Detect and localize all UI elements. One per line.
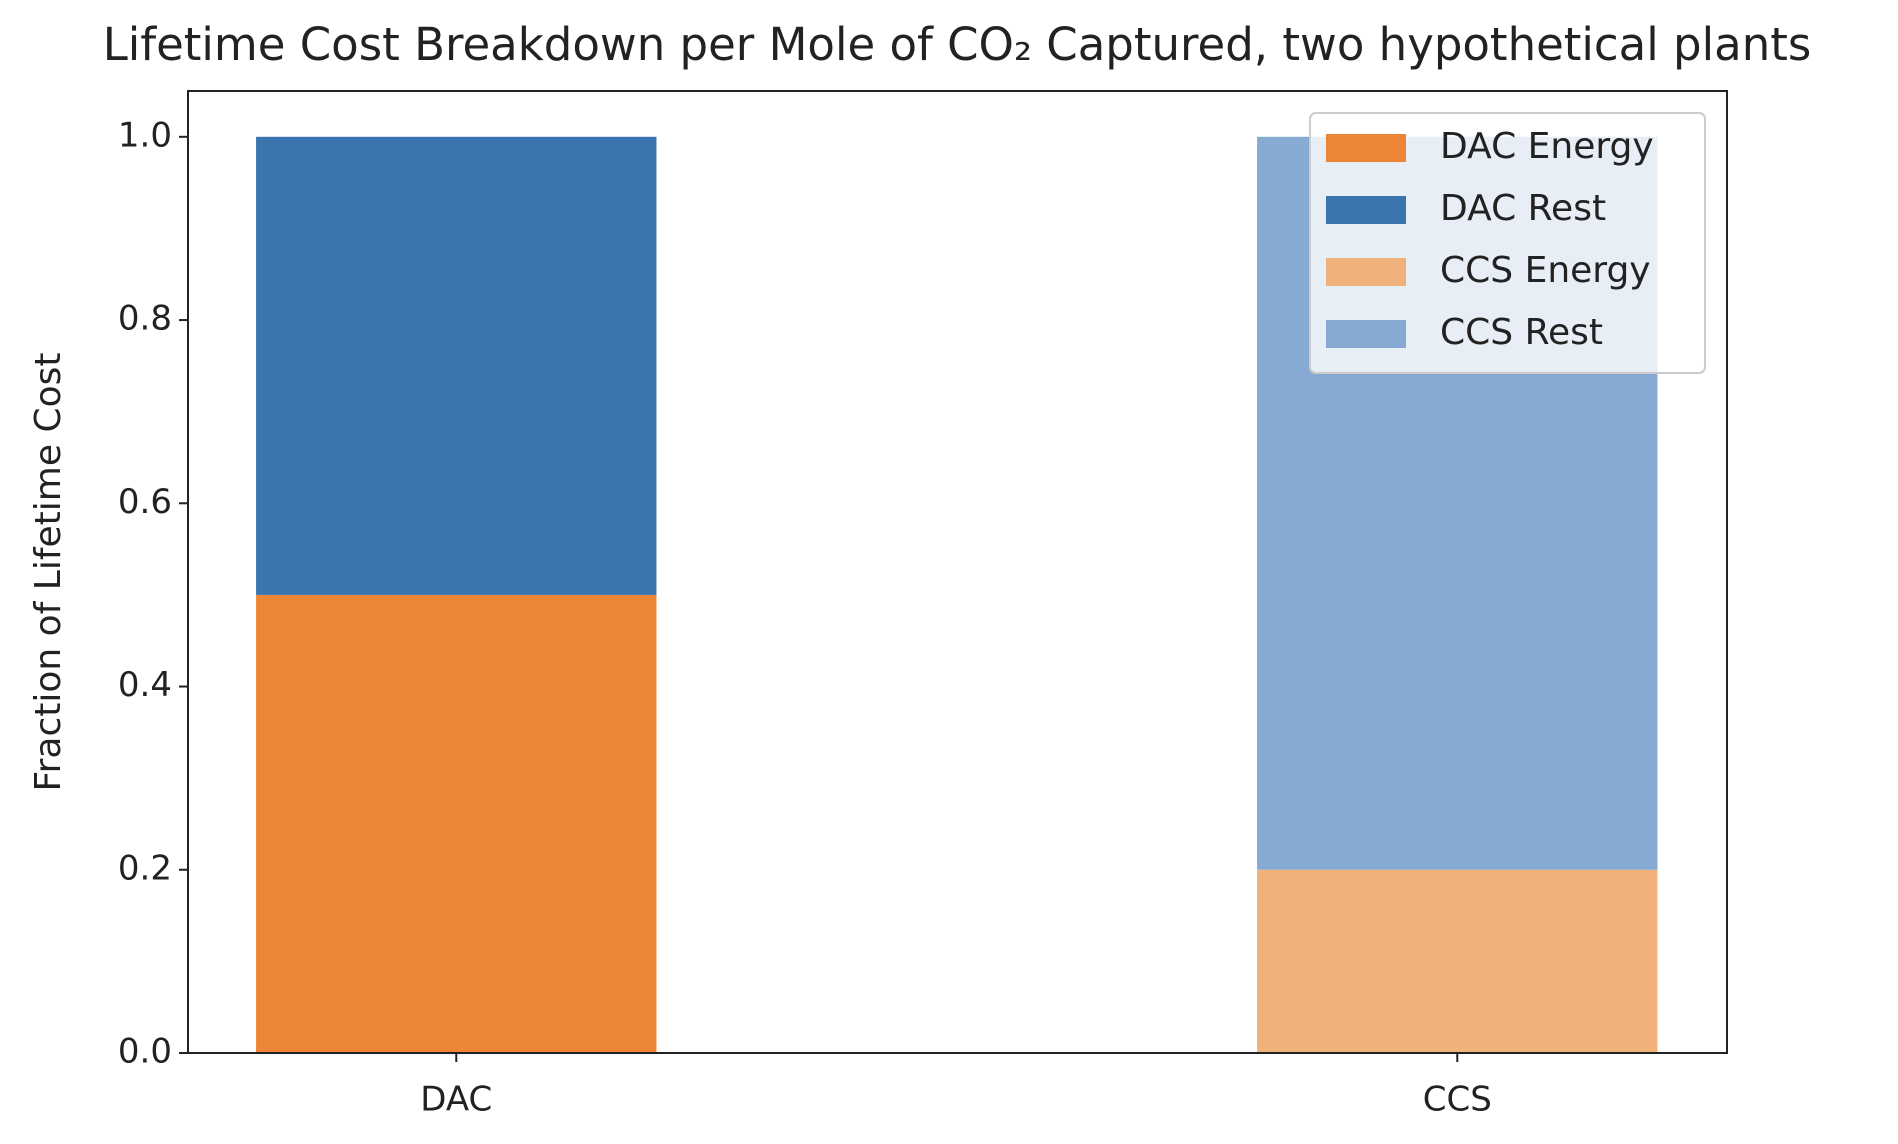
y-tick-label: 1.0 [118, 115, 172, 155]
y-tick-label: 0.0 [118, 1032, 172, 1072]
legend-label: DAC Rest [1440, 188, 1606, 229]
legend-swatch [1326, 320, 1406, 348]
y-axis-label: Fraction of Lifetime Cost [28, 353, 69, 792]
legend-swatch [1326, 196, 1406, 224]
bar-segment [256, 136, 657, 595]
legend-box [1309, 112, 1706, 374]
x-tick-label: DAC [420, 1080, 492, 1120]
y-tick-label: 0.8 [118, 299, 172, 339]
chart-title: Lifetime Cost Breakdown per Mole of CO₂ … [103, 18, 1812, 71]
legend-swatch [1326, 258, 1406, 286]
bar-segment [1257, 869, 1658, 1053]
y-tick-label: 0.2 [118, 848, 172, 888]
legend-label: CCS Rest [1440, 312, 1603, 353]
bar-segment [256, 594, 657, 1053]
y-tick-label: 0.4 [118, 665, 172, 705]
legend-label: DAC Energy [1440, 126, 1654, 167]
legend-label: CCS Energy [1440, 250, 1651, 291]
y-tick-label: 0.6 [118, 482, 172, 522]
legend-swatch [1326, 134, 1406, 162]
plot-frame [187, 90, 1728, 1054]
x-tick-label: CCS [1423, 1080, 1492, 1120]
